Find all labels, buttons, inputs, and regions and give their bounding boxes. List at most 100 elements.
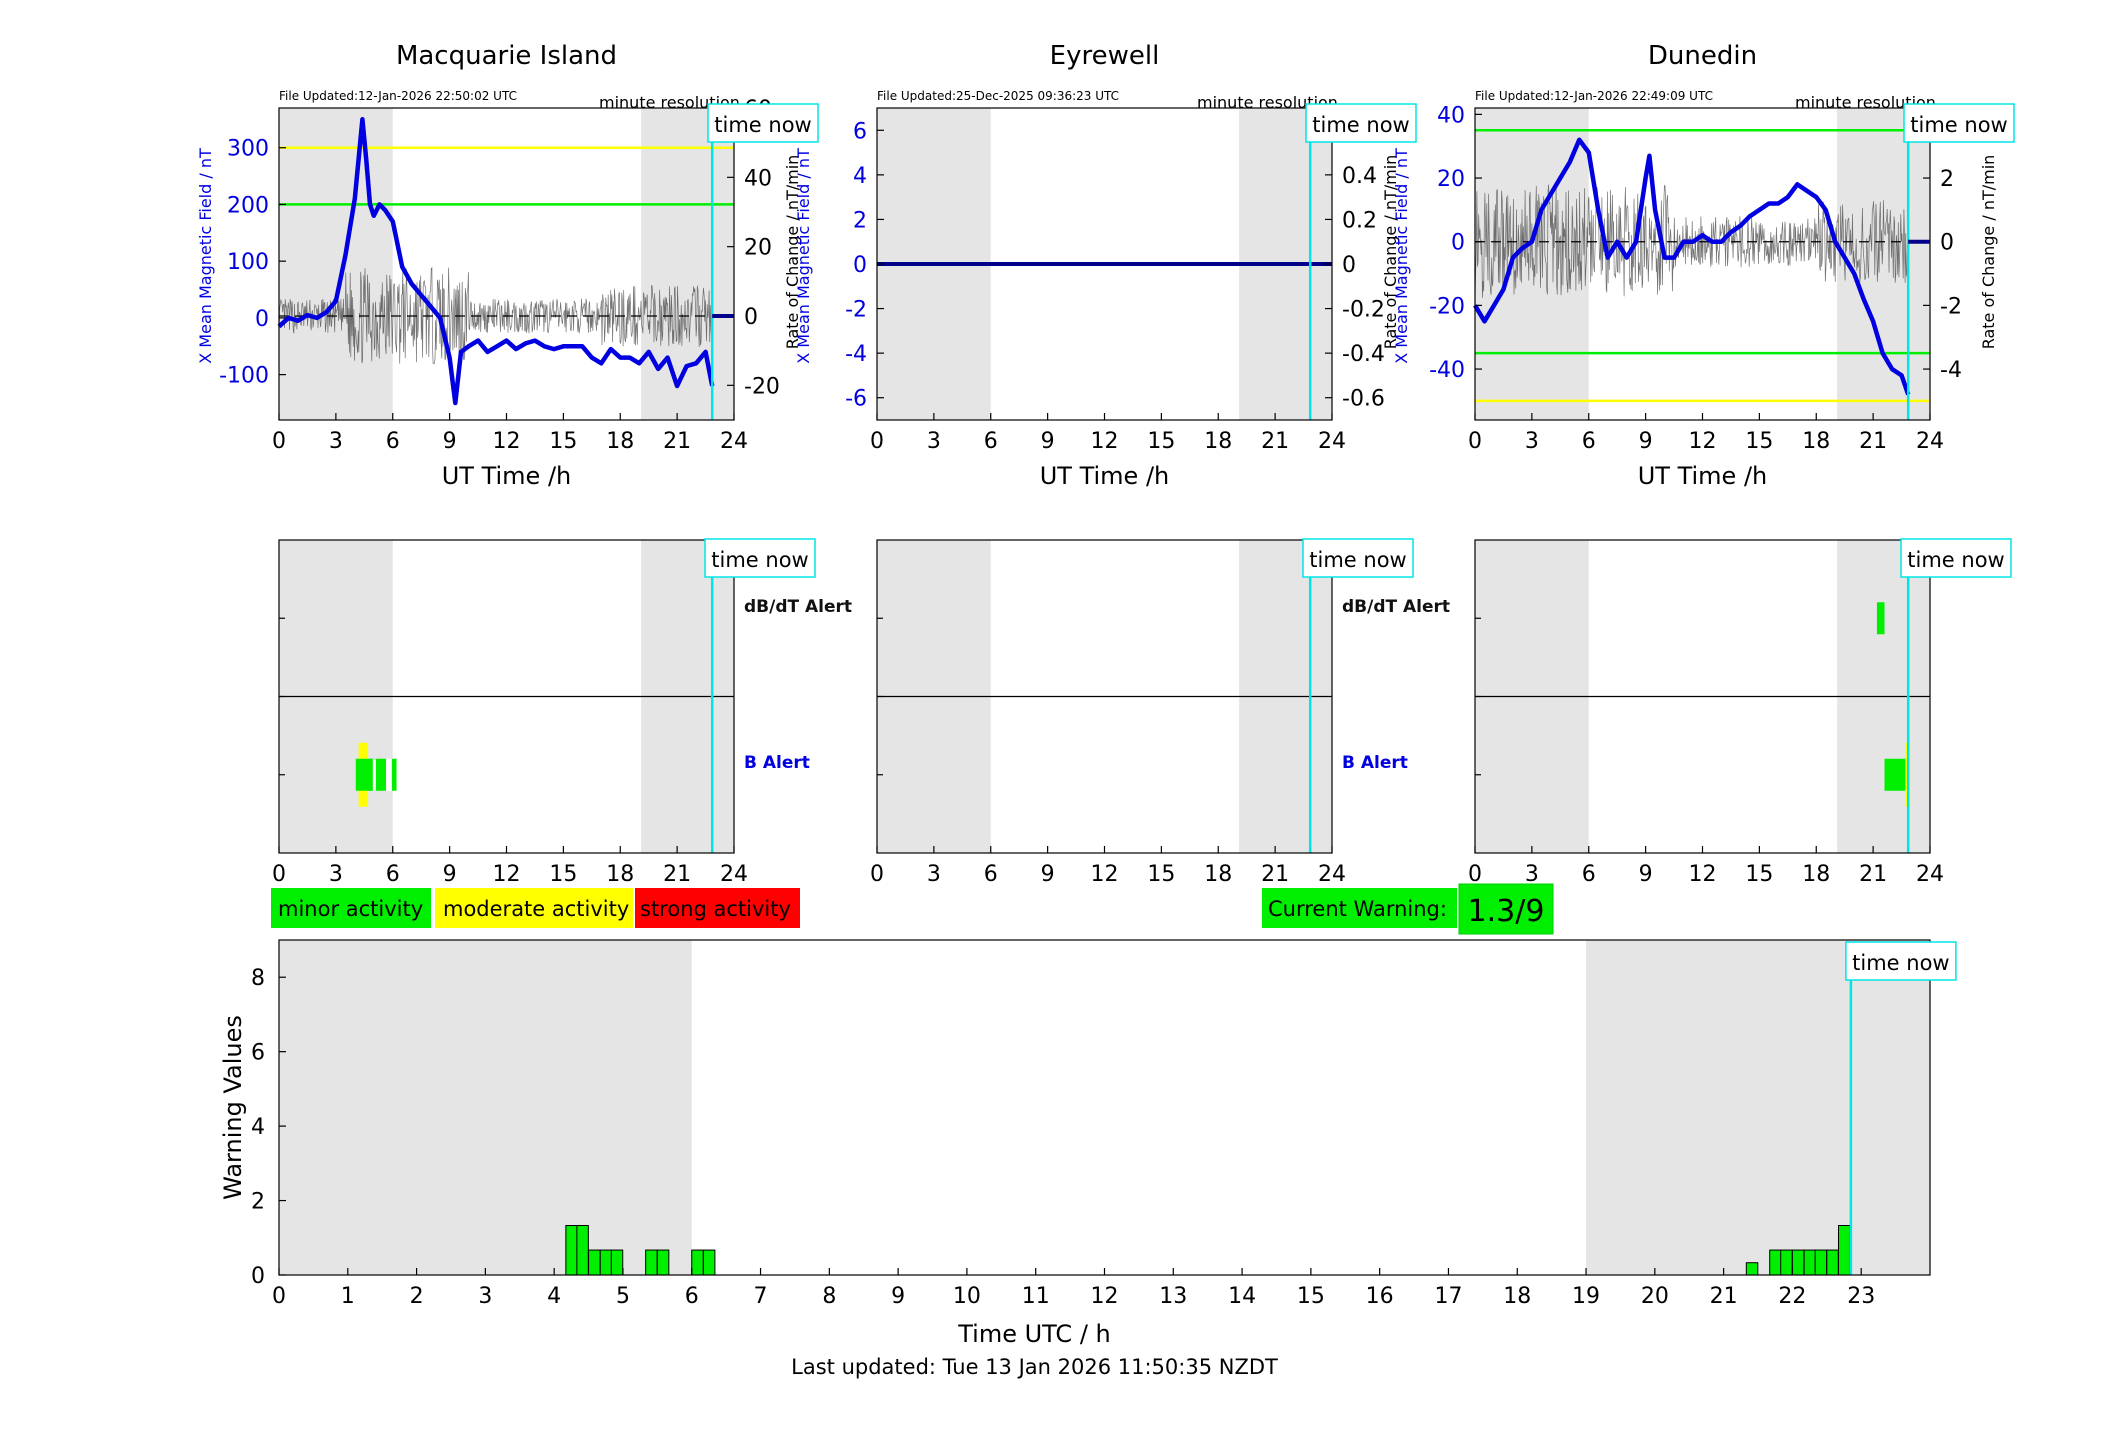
x-tick-label: 23 xyxy=(1847,1284,1875,1309)
time-now-label: time now xyxy=(1852,951,1949,975)
time-now-box: time now xyxy=(1903,103,2015,143)
minor-swatch xyxy=(271,888,431,928)
x-tick-label: 12 xyxy=(1689,862,1717,887)
x-tick-label: 4 xyxy=(547,1284,561,1309)
x-tick-label: 24 xyxy=(1916,429,1944,454)
dbdt-alert-label: dB/dT Alert xyxy=(744,597,852,617)
x-tick-label: 18 xyxy=(1204,429,1232,454)
x-tick-label: 6 xyxy=(685,1284,699,1309)
rate-of-change-line xyxy=(1474,184,1909,299)
x-tick-label: 6 xyxy=(386,862,400,887)
warning-bar xyxy=(656,1249,670,1276)
time-now-label: time now xyxy=(714,113,811,137)
x-tick-label: 18 xyxy=(606,862,634,887)
x-tick-label: 15 xyxy=(1147,429,1175,454)
y-tick-label-left: -2 xyxy=(845,298,867,323)
x-tick-label: 3 xyxy=(478,1284,492,1309)
y-axis-label-right: Rate of Change / nT/min xyxy=(1381,155,1400,350)
moderate-swatch xyxy=(435,888,633,928)
y-tick-label: 6 xyxy=(251,1041,265,1066)
field-line xyxy=(277,117,715,406)
x-tick-label: 0 xyxy=(870,862,884,887)
x-tick-label: 1 xyxy=(341,1284,355,1309)
night-shading xyxy=(279,940,692,1275)
b-alert-label: B Alert xyxy=(1342,753,1408,773)
x-tick-label: 9 xyxy=(1041,862,1055,887)
y-tick-label-left: 2 xyxy=(853,208,867,233)
x-tick-label: 9 xyxy=(1041,429,1055,454)
x-tick-label: 24 xyxy=(1916,862,1944,887)
x-tick-label: 15 xyxy=(1147,862,1175,887)
y-tick-label-left: 0 xyxy=(1451,231,1465,256)
eyrewell-panel: 036912151821246420-2-4-60.60.40.20-0.2-0… xyxy=(794,41,1417,490)
x-tick-label: 18 xyxy=(1204,862,1232,887)
x-tick-label: 19 xyxy=(1572,1284,1600,1309)
x-tick-label: 6 xyxy=(1582,862,1596,887)
x-tick-label: 6 xyxy=(386,429,400,454)
warning-bar xyxy=(1803,1249,1817,1276)
x-tick-label: 21 xyxy=(1261,862,1289,887)
y-tick-label-right: 0.4 xyxy=(1342,164,1377,189)
x-tick-label: 15 xyxy=(1745,429,1773,454)
time-now-label: time now xyxy=(1309,548,1406,572)
resolution-label: minute resolution xyxy=(599,93,740,112)
x-tick-label: 24 xyxy=(720,429,748,454)
x-tick-label: 12 xyxy=(493,429,521,454)
x-tick-label: 20 xyxy=(1641,1284,1669,1309)
warning-bar xyxy=(1745,1262,1759,1276)
x-tick-label: 9 xyxy=(1639,429,1653,454)
minor-label: minor activity xyxy=(278,897,423,921)
x-tick-label: 12 xyxy=(1689,429,1717,454)
warning-chart: 0 1 2 3 4 5 6 7 8 9 10 11 12 13 14 15 16 17 18 19 20 21 22 2302… xyxy=(219,939,1957,1379)
x-tick-label: 9 xyxy=(443,862,457,887)
alert-mark xyxy=(355,758,373,791)
station-title: Dunedin xyxy=(1648,41,1757,71)
warning-bar xyxy=(1769,1249,1782,1276)
y-axis-label-right: Rate of Change / nT/min xyxy=(1979,155,1998,350)
x-tick-label: 18 xyxy=(1503,1284,1531,1309)
y-tick-label-right: 20 xyxy=(744,236,772,261)
current-warning-value: 1.3/9 xyxy=(1468,894,1545,929)
current-warning-label: Current Warning: xyxy=(1268,897,1447,921)
macquarie-alert-panel: 0 3 6 9 12 15 18 21 24 time now dB/dT Alert B Al… xyxy=(272,538,852,887)
station-title: Eyrewell xyxy=(1050,41,1160,71)
x-tick-label: 0 xyxy=(272,1284,286,1309)
dunedin-alert-panel: 0 3 6 9 12 15 18 21 24 time now xyxy=(1468,538,2012,887)
x-tick-label: 13 xyxy=(1159,1284,1187,1309)
y-tick-label-right: 0.2 xyxy=(1342,208,1377,233)
y-tick-label-right: 0 xyxy=(744,305,758,330)
warning-bar xyxy=(588,1249,601,1276)
x-tick-label: 21 xyxy=(663,862,691,887)
alert-mark xyxy=(1884,758,1910,791)
x-tick-label: 21 xyxy=(1710,1284,1738,1309)
x-tick-label: 18 xyxy=(1802,862,1830,887)
time-now-box: time now xyxy=(704,538,816,578)
warning-bar xyxy=(1780,1249,1793,1276)
y-tick-label-left: -6 xyxy=(845,387,867,412)
x-tick-label: 18 xyxy=(1802,429,1830,454)
x-tick-label: 3 xyxy=(329,429,343,454)
resolution-label: minute resolution xyxy=(1197,93,1338,112)
moderate-label: moderate activity xyxy=(443,897,629,921)
warning-bar xyxy=(599,1249,613,1276)
warning-bar xyxy=(1838,1224,1851,1276)
x-tick-label: 10 xyxy=(953,1284,981,1309)
x-tick-label: 15 xyxy=(1297,1284,1325,1309)
x-axis-label: UT Time /h xyxy=(1040,462,1170,490)
y-tick-label-left: 4 xyxy=(853,164,867,189)
warning-bar xyxy=(645,1249,658,1276)
y-tick-label-right: 2 xyxy=(1940,167,1954,192)
x-tick-label: 24 xyxy=(720,862,748,887)
y-tick-label: 2 xyxy=(251,1190,265,1215)
y-tick-label-right: 0 xyxy=(1940,231,1954,256)
x-tick-label: 2 xyxy=(410,1284,424,1309)
alert-gap xyxy=(386,758,392,791)
y-axis-label-left: X Mean Magnetic Field / nT xyxy=(794,148,813,364)
x-tick-label: 3 xyxy=(1525,429,1539,454)
alert-mark xyxy=(391,758,397,791)
x-tick-label: 22 xyxy=(1778,1284,1806,1309)
night-shading xyxy=(1837,108,1930,420)
time-now-box: time now xyxy=(1900,538,2012,578)
